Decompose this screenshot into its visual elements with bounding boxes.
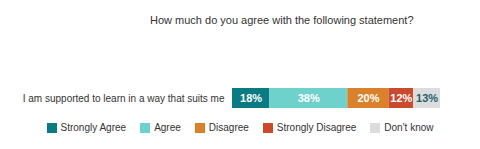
svg-text:13%: 13% <box>416 92 438 104</box>
svg-text:I am supported to learn in a w: I am supported to learn in a way that su… <box>23 93 225 104</box>
html-text:Don't know: Don't know <box>384 122 434 133</box>
html-text:Disagree: Disagree <box>208 122 249 133</box>
html-text:Agree: Agree <box>154 122 181 133</box>
svg-text:18%: 18% <box>240 92 262 104</box>
html-text:How much do you agree with the: How much do you agree with the following… <box>150 14 414 26</box>
html-text:Strongly Disagree: Strongly Disagree <box>276 122 357 133</box>
svg-text:20%: 20% <box>357 92 379 104</box>
svg-text:12%: 12% <box>390 92 412 104</box>
svg-text:38%: 38% <box>298 92 320 104</box>
html-text:Strongly Agree: Strongly Agree <box>60 122 127 133</box>
